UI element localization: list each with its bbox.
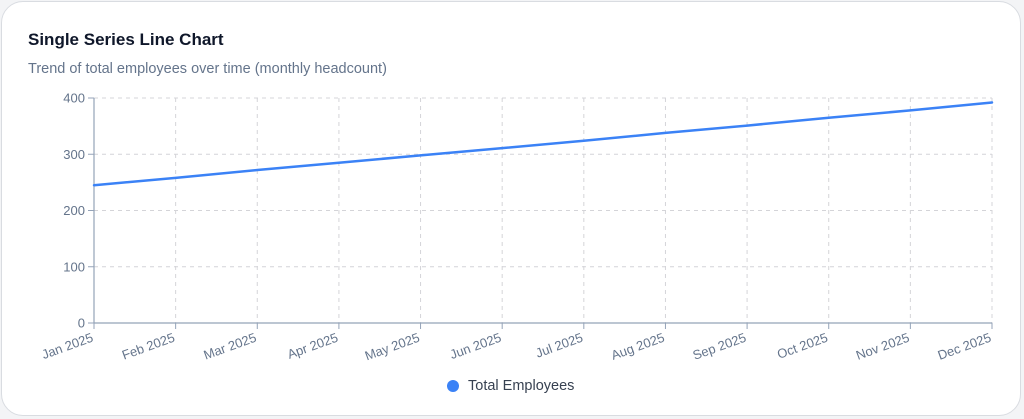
x-tick-label: Feb 2025 [120, 330, 177, 363]
x-tick-label: Oct 2025 [775, 330, 830, 362]
chart-subtitle: Trend of total employees over time (mont… [28, 61, 387, 77]
x-tick-label: Aug 2025 [609, 330, 666, 363]
x-tick-label: Jun 2025 [448, 330, 503, 362]
y-tick-label: 300 [63, 147, 85, 162]
x-tick-label: Jul 2025 [534, 330, 585, 361]
x-tick-label: Dec 2025 [936, 330, 993, 363]
legend[interactable]: Total Employees [447, 378, 574, 394]
x-tick-label: Nov 2025 [854, 330, 911, 363]
legend-swatch [447, 380, 459, 392]
y-tick-label: 200 [63, 203, 85, 218]
x-tick-label: Mar 2025 [202, 330, 259, 363]
x-tick-label: Sep 2025 [691, 330, 748, 363]
x-tick-label: May 2025 [363, 330, 422, 364]
y-tick-label: 400 [63, 91, 85, 106]
chart-title: Single Series Line Chart [28, 30, 224, 49]
y-tick-label: 0 [78, 316, 85, 331]
series-line-total-employees [92, 101, 994, 187]
x-tick-label: Jan 2025 [40, 330, 95, 362]
y-tick-label: 100 [63, 259, 85, 274]
x-tick-label: Apr 2025 [285, 330, 340, 362]
legend-label: Total Employees [468, 378, 575, 394]
